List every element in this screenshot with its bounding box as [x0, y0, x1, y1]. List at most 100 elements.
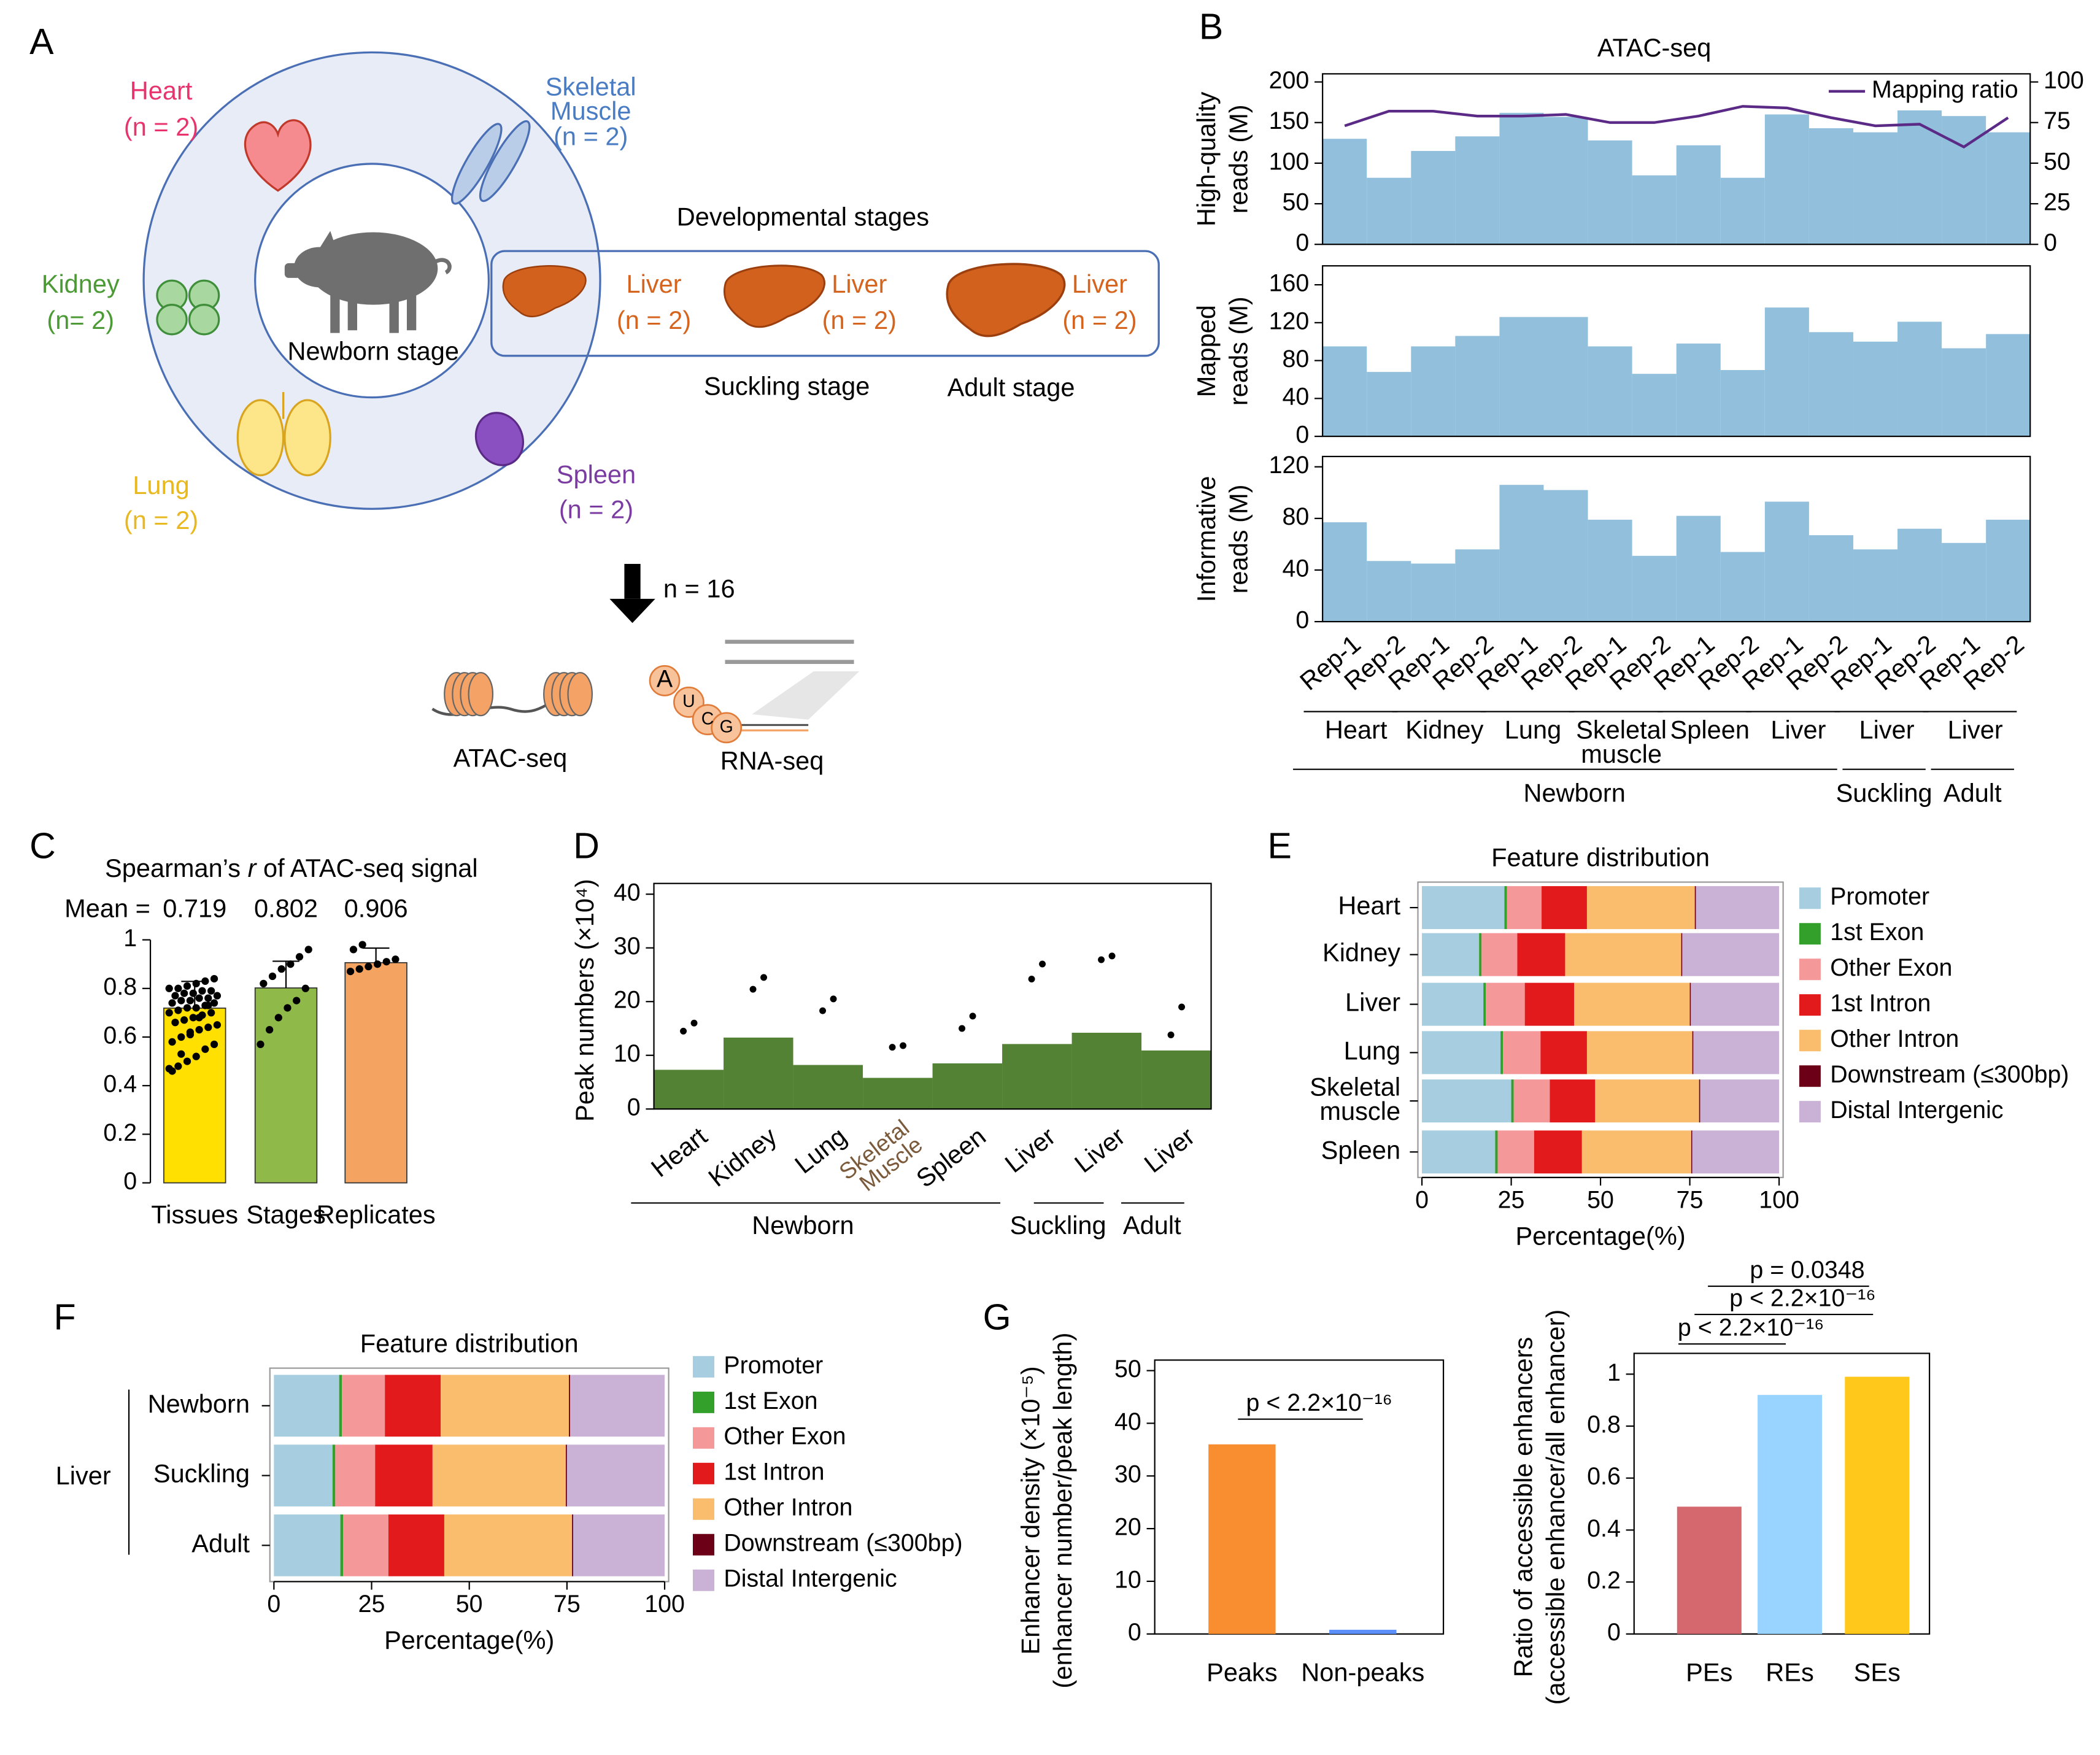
mean-label: Mean =: [64, 893, 150, 922]
bar-segment: [332, 1444, 336, 1506]
y-tick-label: 50: [2044, 148, 2071, 175]
y-tick-label: Lung: [1344, 1036, 1400, 1065]
y-tick-label: Skeletal: [1310, 1072, 1400, 1101]
bar-segment: [569, 1375, 665, 1437]
bar-segment: [572, 1514, 574, 1576]
bar-segment: [1586, 1031, 1693, 1074]
x-tick-label: Liver: [999, 1121, 1060, 1178]
bar: [254, 987, 318, 1184]
legend-swatch: [692, 1462, 715, 1484]
point: [266, 1025, 274, 1034]
spleen-icon: [474, 412, 525, 466]
bar-segment: [1524, 982, 1575, 1026]
point: [900, 1042, 907, 1049]
x-tick-label: 75: [554, 1591, 581, 1618]
x-axis-label: Percentage(%): [1515, 1221, 1685, 1250]
point: [355, 965, 363, 973]
bar-segment: [339, 1375, 342, 1437]
bar: [1853, 341, 1898, 437]
y-tick-label: 120: [1269, 452, 1310, 479]
x-tick-label-group: Liver: [1138, 1121, 1200, 1178]
liver-name: Liver: [1072, 269, 1127, 298]
x-tick-label: Stages: [246, 1200, 325, 1228]
bar: [1853, 549, 1898, 622]
point: [959, 1025, 966, 1032]
bar-segment: [335, 1444, 376, 1506]
stage-label: Adult stage: [948, 373, 1075, 402]
point: [198, 987, 206, 995]
bar: [1588, 346, 1632, 437]
y-tick-label: 30: [614, 933, 641, 960]
point: [192, 1004, 200, 1012]
y-tick-label: 40: [1282, 555, 1309, 582]
bar-segment: [1534, 1130, 1582, 1174]
legend-label: Distal Intergenic: [724, 1565, 897, 1592]
bar: [1588, 140, 1632, 245]
y-tick-label: 0: [1607, 1619, 1621, 1646]
plot-frame: [1322, 73, 2031, 245]
x-axis-label: Percentage(%): [384, 1626, 554, 1654]
bar: [1897, 528, 1942, 622]
kidney-icon: [156, 279, 220, 336]
heart-icon: [244, 119, 312, 192]
plot-frame: [1154, 1359, 1445, 1635]
pig-icon: [284, 231, 452, 333]
point: [180, 989, 188, 997]
bar: [1720, 370, 1765, 437]
point: [889, 1044, 896, 1051]
organ-name: Lung: [133, 471, 189, 500]
bar: [1677, 1506, 1742, 1634]
panel-label: F: [54, 1297, 76, 1337]
liver-n: (n = 2): [617, 306, 691, 334]
panel-label: B: [1199, 7, 1223, 47]
bar: [1322, 346, 1367, 437]
bar-segment: [274, 1444, 333, 1506]
bar-segment: [1682, 933, 1780, 976]
bar-segment: [1540, 1031, 1587, 1074]
bar-segment: [432, 1444, 566, 1506]
bar: [1986, 334, 2031, 437]
stages-title: Developmental stages: [677, 202, 929, 231]
diagram: A U C G Heart (n = 2) Skeletal Muscle (n…: [42, 51, 1160, 775]
bar: [1676, 515, 1721, 622]
bar-segment: [1517, 933, 1565, 976]
y-axis-label: reads (M): [1224, 485, 1253, 594]
point: [301, 984, 309, 992]
assay-label: RNA-seq: [720, 746, 824, 775]
y-tick-label: Heart: [1338, 891, 1400, 920]
x-tick-label: Spleen: [911, 1122, 991, 1194]
x-tick-label: Liver: [1069, 1121, 1130, 1178]
nucleotide: U: [682, 692, 695, 711]
point: [177, 1050, 185, 1058]
bar-segment: [1513, 1079, 1550, 1123]
bar: [1758, 1395, 1823, 1634]
bar-segment: [565, 1444, 567, 1506]
liver-icons: [502, 263, 1066, 338]
point: [210, 999, 218, 1007]
bar: [1632, 374, 1677, 437]
panel-label: C: [29, 825, 56, 866]
organ-n: (n = 2): [554, 122, 628, 150]
panel-label: G: [983, 1297, 1011, 1337]
point: [277, 965, 285, 973]
y-tick-label: Kidney: [1322, 938, 1400, 967]
bar-segment: [1500, 1031, 1504, 1074]
stage-label: Suckling stage: [704, 371, 870, 400]
legend-label: Promoter: [724, 1352, 823, 1379]
point: [257, 1040, 264, 1049]
bar-segment: [1595, 1079, 1699, 1123]
y-tick-label: 40: [1282, 384, 1309, 411]
bar-segment: [1699, 1079, 1700, 1123]
y-tick-label: 200: [1269, 67, 1310, 94]
y-tick-label: 75: [2044, 107, 2071, 134]
bar-segment: [1503, 1031, 1541, 1074]
plot-frame: [1322, 455, 2031, 623]
bar-segment: [1696, 886, 1780, 930]
point: [690, 1019, 698, 1027]
bar: [1543, 117, 1588, 245]
ratio-line: [1344, 105, 2009, 148]
point: [1028, 976, 1035, 982]
bar: [1455, 549, 1500, 622]
group-label: Kidney: [1405, 715, 1483, 744]
